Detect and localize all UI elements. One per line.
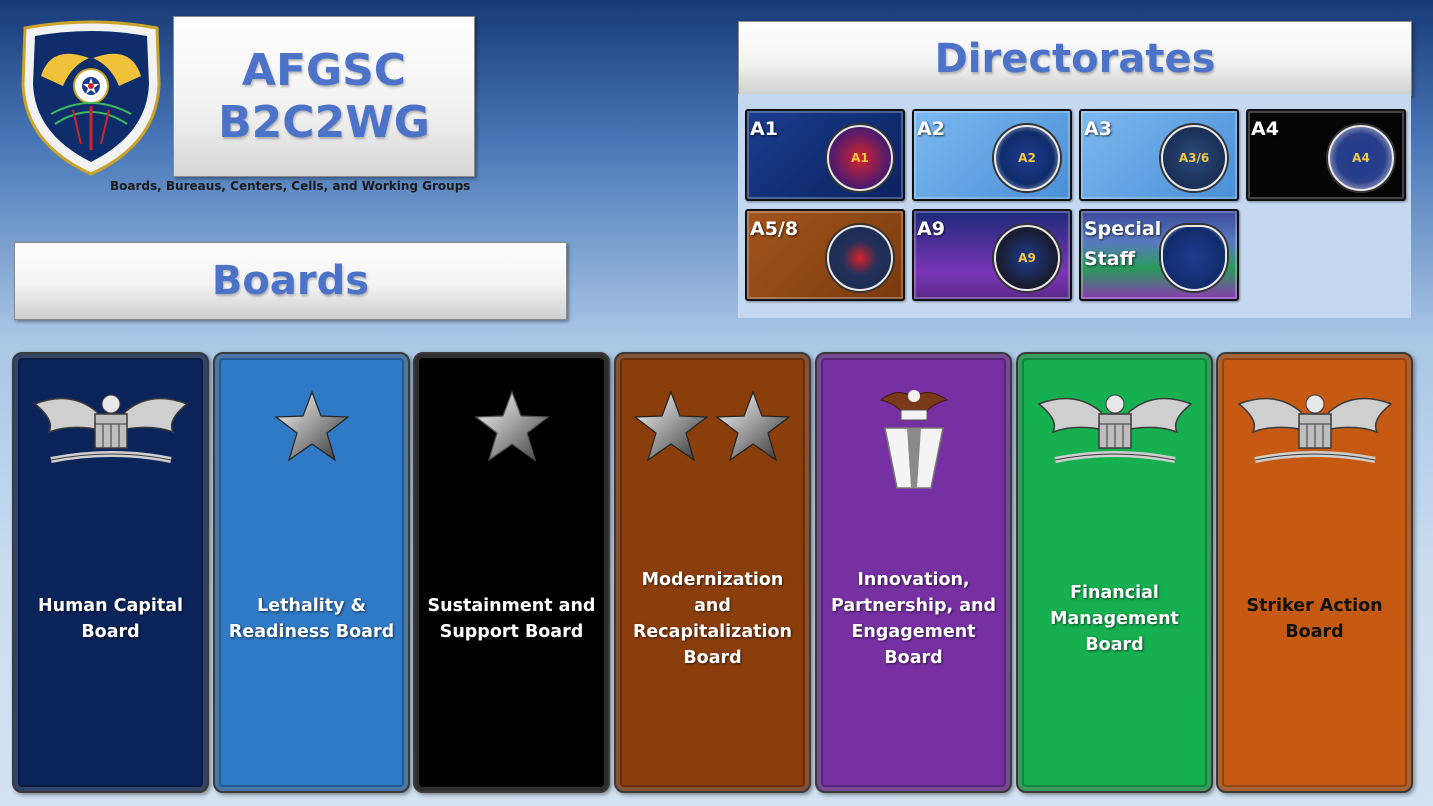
- directorate-special-staff-button[interactable]: Special Staff: [1079, 209, 1239, 301]
- directorate-a9-button[interactable]: A9 A9: [912, 209, 1072, 301]
- shield-icon: [1161, 225, 1227, 291]
- directorate-label: A3: [1084, 118, 1112, 140]
- directorate-label: A9: [917, 218, 945, 240]
- board-lethality-readiness[interactable]: Lethality & Readiness Board: [213, 352, 410, 793]
- board-label: Lethality & Readiness Board: [228, 596, 395, 642]
- board-label: Modernization and Recapitalization Board: [632, 570, 793, 668]
- directorates-banner: Directorates: [738, 21, 1412, 96]
- board-label: Striker Action Board: [1246, 596, 1383, 642]
- board-label: Financial Management Board: [1050, 583, 1179, 655]
- directorate-a4-button[interactable]: A4 A4: [1246, 109, 1406, 201]
- directorate-seal-icon: [827, 225, 893, 291]
- directorate-label: A5/8: [750, 218, 799, 240]
- board-striker-action[interactable]: Striker Action Board: [1216, 352, 1413, 793]
- two-star-icon: [616, 390, 809, 500]
- page-subtitle: Boards, Bureaus, Centers, Cells, and Wor…: [110, 179, 471, 193]
- star-icon: [215, 390, 408, 500]
- directorate-seal-icon: A4: [1328, 125, 1394, 191]
- directorate-label: A2: [917, 118, 945, 140]
- directorate-a3-button[interactable]: A3 A3/6: [1079, 109, 1239, 201]
- directorate-a5-8-button[interactable]: A5/8: [745, 209, 905, 301]
- directorate-label: A4: [1251, 118, 1279, 140]
- directorate-label: A1: [750, 118, 778, 140]
- boards-banner: Boards: [14, 242, 567, 320]
- directorates-panel: A1 A1 A2 A2 A3 A3/6 A4 A4 A5/8 A9 A9 Spe…: [738, 94, 1411, 318]
- eagle-icon: [1218, 390, 1411, 500]
- board-human-capital[interactable]: Human Capital Board: [12, 352, 209, 793]
- board-innovation-partnership-engagement[interactable]: Innovation, Partnership, and Engagement …: [815, 352, 1012, 793]
- board-label: Innovation, Partnership, and Engagement …: [830, 570, 997, 668]
- directorate-seal-icon: A2: [994, 125, 1060, 191]
- directorate-label: Special Staff: [1084, 218, 1162, 270]
- title-box: AFGSC B2C2WG: [173, 16, 475, 177]
- directorate-a2-button[interactable]: A2 A2: [912, 109, 1072, 201]
- board-modernization-recapitalization[interactable]: Modernization and Recapitalization Board: [614, 352, 811, 793]
- directorate-seal-icon: A1: [827, 125, 893, 191]
- directorate-seal-icon: A3/6: [1161, 125, 1227, 191]
- afgsc-shield-logo: [10, 14, 172, 178]
- directorate-a1-button[interactable]: A1 A1: [745, 109, 905, 201]
- title-line-1: AFGSC: [241, 44, 407, 96]
- board-label: Human Capital Board: [37, 596, 184, 642]
- star-icon: [415, 390, 608, 500]
- board-label: Sustainment and Support Board: [427, 596, 596, 642]
- eagle-icon: [1018, 390, 1211, 500]
- board-financial-management[interactable]: Financial Management Board: [1016, 352, 1213, 793]
- senior-executive-icon: [817, 384, 1010, 494]
- directorate-seal-icon: A9: [994, 225, 1060, 291]
- board-sustainment-support[interactable]: Sustainment and Support Board: [413, 352, 610, 793]
- eagle-icon: [14, 390, 207, 500]
- title-line-2: B2C2WG: [218, 96, 430, 148]
